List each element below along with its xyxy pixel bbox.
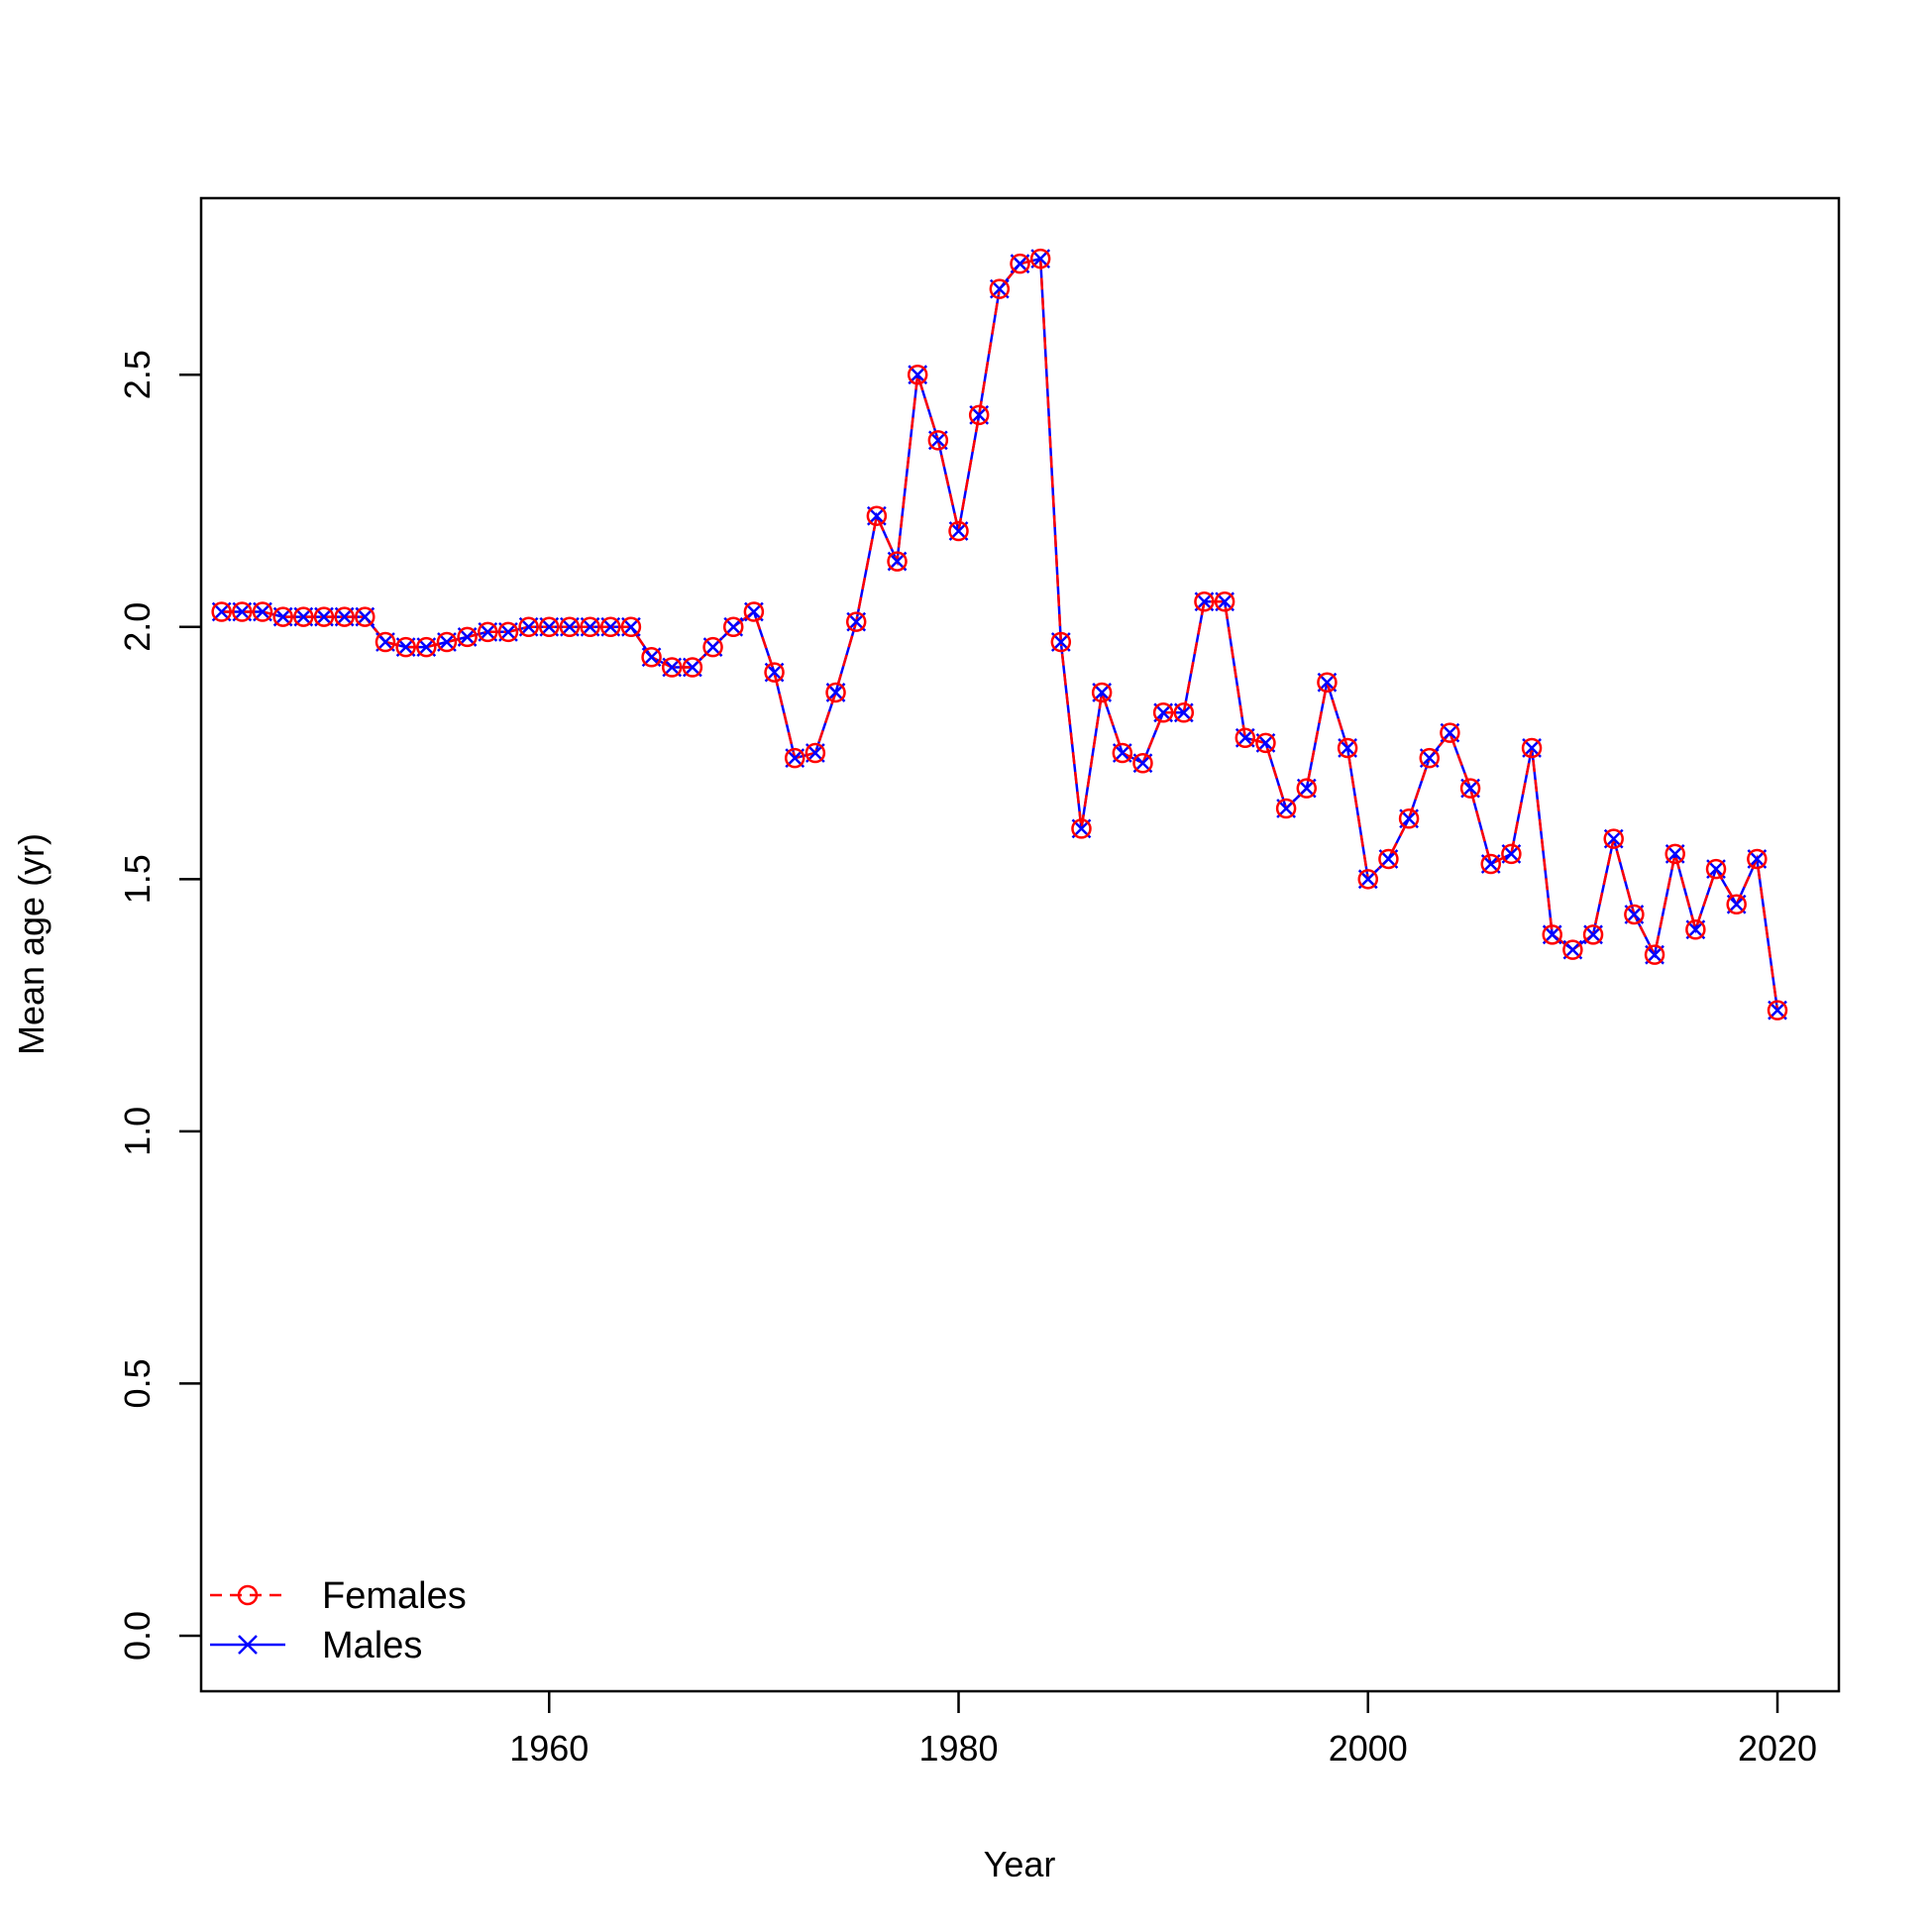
data-point-females	[989, 278, 1011, 299]
data-point-females	[457, 626, 478, 648]
data-point-females	[682, 657, 703, 678]
legend: Females Males	[210, 1575, 467, 1666]
data-point-females	[620, 616, 642, 638]
x-tick-label: 1980	[918, 1728, 998, 1769]
data-point-females	[355, 606, 376, 627]
data-point-females	[1296, 778, 1318, 799]
data-point-females	[436, 631, 458, 653]
data-point-females	[1624, 904, 1645, 925]
data-point-females	[1234, 727, 1256, 749]
data-point-females	[600, 616, 621, 638]
data-point-females	[580, 616, 600, 638]
x-tick-label: 2000	[1329, 1728, 1408, 1769]
data-point-females	[478, 621, 498, 643]
data-point-females	[1419, 747, 1440, 769]
data-point-females	[1112, 742, 1133, 764]
data-point-females	[784, 747, 805, 769]
data-point-females	[1317, 672, 1338, 694]
data-point-females	[1029, 248, 1051, 269]
data-point-females	[845, 611, 867, 632]
data-point-females	[1705, 858, 1727, 880]
data-point-females	[1480, 853, 1501, 875]
data-point-females	[1091, 682, 1113, 703]
data-point-females	[887, 551, 908, 572]
data-point-females	[1337, 737, 1358, 759]
data-point-females	[539, 616, 560, 638]
data-point-females	[1542, 924, 1562, 945]
data-point-females	[1521, 737, 1543, 759]
y-axis-label: Mean age (yr)	[11, 833, 52, 1055]
data-point-females	[559, 616, 581, 638]
data-point-females	[866, 505, 888, 526]
y-tick-label: 2.5	[117, 350, 158, 399]
y-tick-label: 2.0	[117, 602, 158, 652]
data-point-females	[1050, 631, 1072, 653]
data-point-females	[518, 616, 539, 638]
y-tick-label: 1.5	[117, 854, 158, 904]
data-point-females	[907, 364, 928, 385]
series-layer	[211, 248, 1788, 1020]
y-tick-label: 0.5	[117, 1358, 158, 1408]
data-point-females	[948, 520, 969, 542]
data-point-females	[743, 601, 765, 622]
data-point-females	[968, 404, 990, 426]
data-point-females	[313, 606, 335, 627]
data-point-females	[1010, 253, 1030, 274]
legend-females-label: Females	[322, 1575, 467, 1617]
data-point-females	[1275, 798, 1297, 819]
data-point-females	[1664, 843, 1685, 865]
data-point-females	[1440, 722, 1460, 743]
y-tick-label: 0.0	[117, 1611, 158, 1661]
data-point-females	[497, 621, 519, 643]
legend-females-marker	[237, 1584, 259, 1606]
data-point-females	[1747, 848, 1768, 870]
data-point-females	[211, 601, 232, 622]
data-point-females	[1767, 1000, 1788, 1020]
data-point-females	[1644, 944, 1665, 965]
data-point-females	[1173, 702, 1195, 723]
data-point-females	[927, 430, 949, 451]
data-point-females	[1071, 818, 1092, 839]
data-point-females	[702, 636, 723, 658]
data-point-females	[1685, 918, 1706, 940]
data-point-females	[1603, 828, 1624, 849]
y-tick-label: 1.0	[117, 1107, 158, 1156]
data-point-females	[272, 606, 293, 627]
data-point-females	[293, 606, 314, 627]
data-point-females	[661, 657, 683, 678]
data-point-females	[252, 601, 273, 622]
data-point-females	[1562, 939, 1583, 960]
data-point-females	[1132, 752, 1153, 774]
x-tick-label: 1960	[509, 1728, 589, 1769]
data-point-females	[1398, 807, 1420, 829]
data-point-females	[1378, 848, 1399, 870]
data-point-females	[1357, 869, 1379, 890]
data-point-females	[334, 606, 355, 627]
x-axis-label: Year	[984, 1844, 1056, 1884]
x-tick-label: 2020	[1738, 1728, 1817, 1769]
data-point-females	[764, 662, 785, 683]
data-point-females	[1255, 732, 1276, 754]
data-point-females	[1582, 924, 1604, 945]
legend-males-marker	[238, 1635, 258, 1655]
data-point-females	[232, 601, 253, 622]
x-axis: 1960 1980 2000 2020	[509, 1691, 1817, 1769]
legend-males-label: Males	[322, 1625, 422, 1666]
data-point-females	[641, 647, 662, 668]
y-axis: 0.0 0.5 1.0 1.5 2.0 2.5	[117, 350, 201, 1661]
data-point-females	[375, 631, 396, 653]
data-point-females	[416, 636, 437, 658]
data-point-females	[1194, 591, 1215, 612]
plot-frame	[199, 196, 1841, 1693]
data-point-females	[1726, 894, 1747, 915]
data-point-females	[1459, 778, 1481, 799]
data-point-females	[805, 742, 826, 764]
data-point-females	[1152, 702, 1174, 723]
data-point-females	[1501, 843, 1522, 865]
data-point-females	[395, 636, 416, 658]
data-point-females	[825, 682, 846, 703]
data-point-females	[722, 616, 744, 638]
data-point-females	[1214, 591, 1235, 612]
